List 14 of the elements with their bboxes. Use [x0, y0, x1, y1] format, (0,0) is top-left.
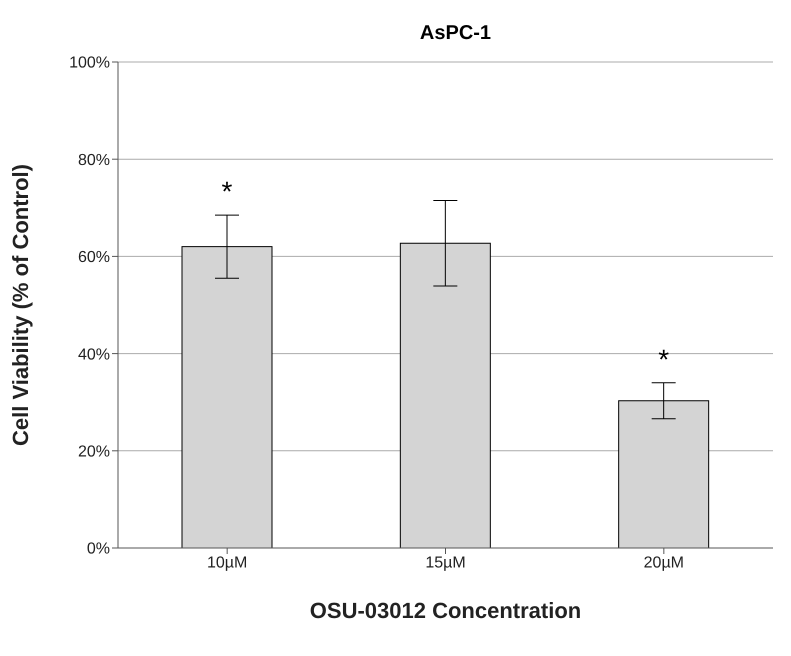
chart-title: AsPC-1 [418, 22, 492, 45]
y-tick-label: 100% [69, 54, 110, 72]
y-tick-label: 0% [86, 540, 110, 558]
x-tick-label: 20µM [644, 554, 684, 572]
y-tick-label: 20% [78, 443, 110, 460]
y-tick-label: 80% [78, 152, 110, 169]
data-label: * [658, 344, 670, 375]
x-axis-title: OSU-03012 Concentration [310, 598, 582, 623]
y-axis-title: Cell Viability (% of Control) [8, 164, 33, 446]
data-label: * [222, 176, 233, 208]
y-tick-label: 60% [78, 249, 110, 266]
x-tick-label: 15µM [425, 554, 466, 572]
y-tick-label: 40% [78, 346, 110, 364]
x-tick-label: 10µM [206, 554, 248, 572]
